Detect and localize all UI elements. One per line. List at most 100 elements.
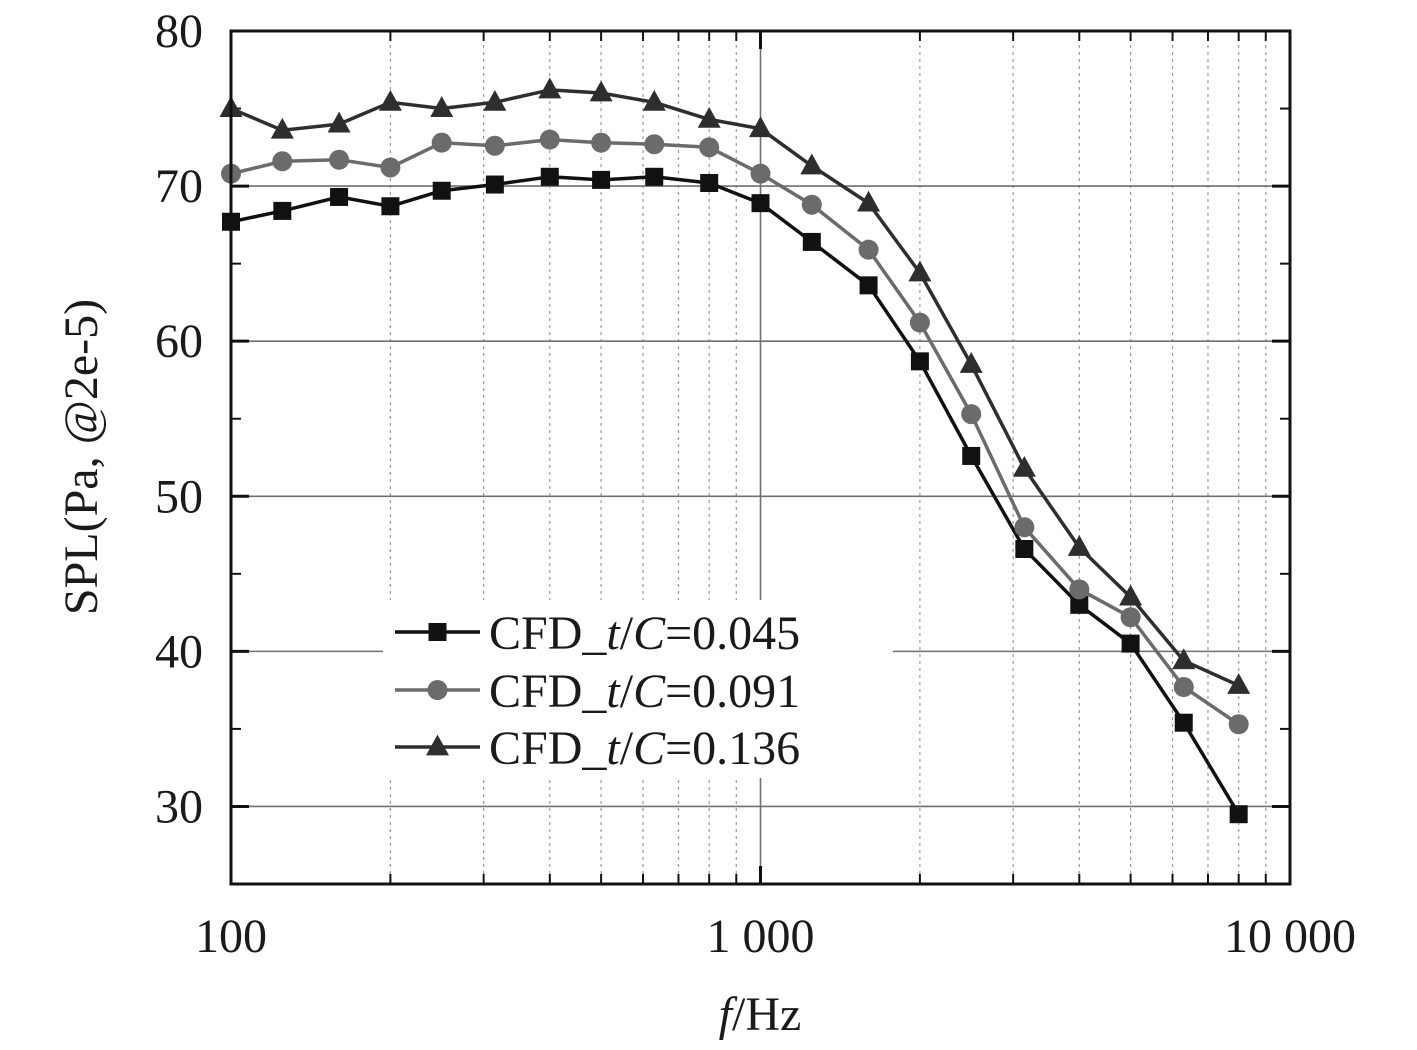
data-point-triangle: [430, 96, 454, 117]
y-tick-label: 30: [155, 780, 203, 833]
data-point-triangle: [270, 117, 294, 139]
legend-marker-circle: [427, 680, 448, 700]
data-point-triangle: [378, 89, 402, 111]
data-point-triangle: [538, 77, 562, 99]
data-point-circle: [699, 137, 720, 158]
x-tick-label: 10 000: [1224, 910, 1356, 963]
data-point-circle: [750, 163, 771, 184]
x-tick-label: 1 000: [707, 910, 815, 963]
legend-label-part: CFD_: [489, 722, 607, 775]
legend-label-part: =0.136: [665, 722, 800, 775]
data-point-triangle: [959, 352, 983, 373]
data-point-square: [1015, 540, 1034, 559]
y-tick-label: 70: [155, 160, 203, 213]
legend-marker-square: [428, 623, 447, 641]
data-point-square: [540, 167, 559, 186]
data-point-square: [273, 201, 292, 220]
legend-marker-triangle: [426, 734, 449, 756]
data-point-triangle: [1227, 673, 1251, 694]
legend-item: CFD_t/C=0.136: [395, 722, 800, 775]
data-point-square: [962, 446, 981, 465]
legend-label-part: CFD_: [489, 665, 607, 718]
data-point-circle: [591, 132, 612, 153]
data-point-circle: [909, 312, 930, 333]
legend-label-part: /: [620, 722, 634, 775]
data-point-triangle: [1067, 535, 1091, 556]
data-point-square: [330, 187, 349, 206]
legend-label-part: CFD_: [489, 607, 607, 660]
x-axis-title-unit: /Hz: [732, 988, 801, 1041]
y-tick-label: 50: [155, 470, 203, 523]
series-layer: [219, 77, 1251, 824]
data-point-circle: [1069, 579, 1090, 600]
data-point-square: [592, 170, 611, 189]
data-point-circle: [272, 151, 293, 172]
data-point-square: [1070, 595, 1089, 614]
data-point-circle: [380, 157, 401, 178]
data-point-square: [381, 197, 400, 216]
data-point-triangle: [697, 107, 721, 128]
tick-labels: 100 1 000 10 000 30 40 50 60 70 80: [155, 5, 1356, 963]
data-point-circle: [1014, 517, 1035, 538]
data-point-square: [910, 352, 929, 371]
data-point-square: [485, 175, 504, 194]
legend-label-part: C: [633, 607, 666, 660]
legend-label-part: =0.045: [665, 607, 800, 660]
series-triangle: [219, 77, 1251, 694]
data-point-triangle: [857, 190, 881, 212]
data-point-triangle: [1172, 648, 1196, 670]
y-axis-title: SPL(Pa, @2e-5): [55, 299, 108, 615]
y-tick-label: 60: [155, 315, 203, 368]
legend-label-part: =0.091: [665, 665, 800, 718]
y-tick-label: 80: [155, 5, 203, 58]
y-tick-label: 40: [155, 625, 203, 678]
data-point-circle: [1120, 607, 1141, 628]
data-point-triangle: [589, 80, 613, 102]
data-point-circle: [801, 194, 822, 215]
data-point-circle: [858, 239, 879, 260]
data-point-square: [802, 232, 821, 251]
legend-label-part: t: [606, 665, 621, 718]
data-point-triangle: [1119, 584, 1143, 606]
data-point-square: [645, 167, 664, 186]
data-point-square: [1174, 713, 1193, 732]
data-point-triangle: [483, 89, 507, 111]
data-point-circle: [539, 129, 560, 150]
legend-item: CFD_t/C=0.091: [395, 665, 800, 718]
data-point-circle: [1173, 677, 1194, 698]
data-point-triangle: [908, 260, 932, 282]
legend-label: CFD_t/C=0.091: [489, 665, 800, 718]
data-point-circle: [431, 132, 452, 153]
legend-label: CFD_t/C=0.045: [489, 607, 800, 660]
legend-label: CFD_t/C=0.136: [489, 722, 800, 775]
data-point-square: [1121, 634, 1140, 653]
legend-label-part: t: [606, 607, 621, 660]
plot-frame: [229, 29, 1292, 886]
data-point-triangle: [800, 153, 824, 175]
series-square: [222, 167, 1248, 824]
series-circle: [221, 129, 1249, 735]
data-point-circle: [329, 149, 350, 170]
data-point-triangle: [327, 111, 351, 133]
series-line: [230, 88, 1240, 688]
data-point-square: [1229, 805, 1248, 824]
data-point-circle: [484, 135, 505, 156]
data-point-square: [700, 173, 719, 192]
legend-label-part: /: [620, 665, 634, 718]
x-tick-label: 100: [195, 910, 267, 963]
data-point-triangle: [1012, 455, 1036, 477]
data-point-triangle: [749, 116, 772, 138]
legend-item: CFD_t/C=0.045: [395, 607, 800, 660]
data-point-square: [751, 194, 770, 213]
data-point-square: [859, 276, 878, 295]
legend-label-part: C: [633, 722, 666, 775]
data-point-circle: [961, 404, 982, 425]
x-axis-title: f/Hz: [719, 988, 802, 1041]
data-point-triangle: [642, 89, 666, 111]
data-point-square: [432, 181, 451, 200]
legend-label-part: t: [606, 722, 621, 775]
